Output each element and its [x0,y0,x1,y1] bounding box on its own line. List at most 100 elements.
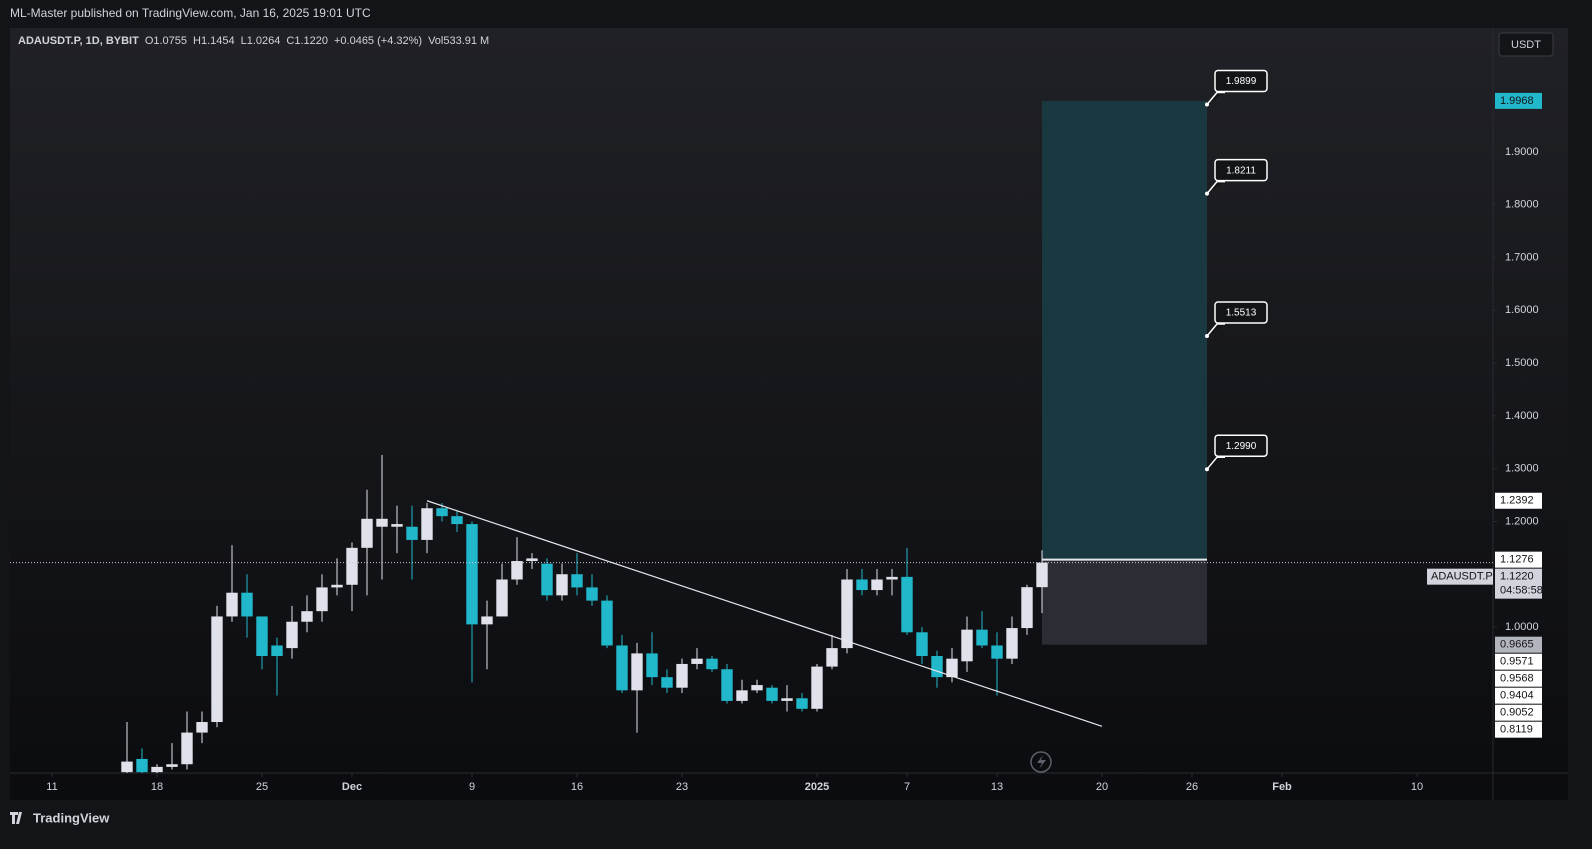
candle-body [781,698,793,701]
callout-label: 1.5513 [1226,308,1257,319]
x-tick-label: 2025 [805,781,829,793]
callout-box [1214,434,1268,457]
candle-body [556,574,568,596]
price-tag-label: 0.9052 [1500,707,1534,719]
price-tag [1495,670,1542,687]
x-tick-label: 25 [256,781,268,793]
candle-body [241,592,253,617]
price-tag-label: 1.1276 [1500,554,1534,566]
price-tag-label: 1.2392 [1500,495,1534,507]
candle-body [976,629,988,646]
price-tag [1495,492,1542,509]
candle-body [751,685,763,691]
candle-body [811,666,823,709]
legend-item: C1.1220 [286,35,328,47]
footer-logo [10,812,22,824]
x-tick-label: 7 [904,781,910,793]
x-tick-label: 10 [1411,781,1423,793]
stop-zone [1042,559,1207,645]
candle-body [301,611,313,622]
currency-button[interactable] [1498,32,1554,57]
candle-body [841,579,853,649]
x-tick-label: 9 [469,781,475,793]
candle-body [586,587,598,601]
plot-background [10,28,1568,800]
callout-pointer [1206,91,1225,106]
legend-item: Vol533.91 M [428,35,489,47]
candle-body [496,579,508,617]
x-tick-label: 20 [1096,781,1108,793]
candle-body [256,616,268,657]
candle-body [286,621,298,649]
candle-body [961,629,973,662]
candle-body [361,518,373,548]
candle-body [166,764,178,767]
y-tick-label: 1.4000 [1505,410,1539,422]
legend-item: O1.0755 [145,35,187,47]
candle-body [646,653,658,678]
x-tick-label: 16 [571,781,583,793]
replay-icon[interactable] [1030,751,1052,773]
price-tag [1495,636,1542,653]
candle-body [931,656,943,678]
icon-bolt[interactable] [1037,755,1046,769]
candle-body [916,632,928,657]
callout-pointer [1206,180,1225,195]
callout-label: 1.8211 [1226,165,1256,176]
price-tag-label: 1.9968 [1500,95,1534,107]
y-tick-label: 1.2000 [1505,515,1539,527]
footer: TradingView [33,810,110,825]
callout-box [1214,158,1268,182]
price-tag [1495,653,1542,670]
candle-body [631,653,643,691]
callout-label: 1.2990 [1226,441,1257,452]
y-tick-label: 1.0000 [1505,621,1539,633]
candle-body [196,722,208,733]
candle-body [991,645,1003,659]
candle-body [856,579,868,591]
candle-body [901,576,913,633]
candle-body [691,658,703,664]
candle-body [676,663,688,688]
price-tag [1495,704,1542,721]
candle-body [706,658,718,670]
symbol-tag-label: ADAUSDT.P [1431,571,1493,583]
y-tick-label: 1.5000 [1505,357,1539,369]
candle-body [511,561,523,580]
candle-body [736,690,748,701]
candle-body [661,677,673,688]
candle-body [211,616,223,723]
x-tick-label: 23 [676,781,688,793]
plot [121,100,1207,773]
candle-body [346,547,358,585]
countdown: 04:58:58 [1500,585,1543,597]
callout-box [1214,301,1268,324]
candle-body [121,761,133,773]
candle-body [451,516,463,525]
y-tick-label: 1.6000 [1505,304,1539,316]
overlay: 1.9899 1.8211 1.5513 1.2990 1.9968 1.2392 1.12… [10,69,1543,738]
x-tick-label: 13 [991,781,1003,793]
callout-pointer [1206,323,1225,337]
candle-body [136,758,148,773]
candle-body [1006,628,1018,659]
legend-item: H1.1454 [193,35,235,47]
price-tag [1495,92,1542,109]
header: ML-Master published on TradingView.com, … [10,6,371,20]
legend-item: L1.0264 [241,35,281,47]
x-tick-label: 18 [151,781,163,793]
candle-body [271,645,283,657]
trendline [426,500,1103,727]
candle-body [316,587,328,612]
icon-ring[interactable] [1030,751,1052,773]
candle-body [481,616,493,625]
callout-box [1214,69,1268,93]
candle-body [601,600,613,646]
price-tag-label: 1.1220 [1500,571,1534,583]
candle-body [331,584,343,588]
price-tag-label: 0.9571 [1500,656,1534,668]
currency[interactable]: USDT [1511,39,1541,51]
price-tag-label: 0.9568 [1500,673,1534,685]
